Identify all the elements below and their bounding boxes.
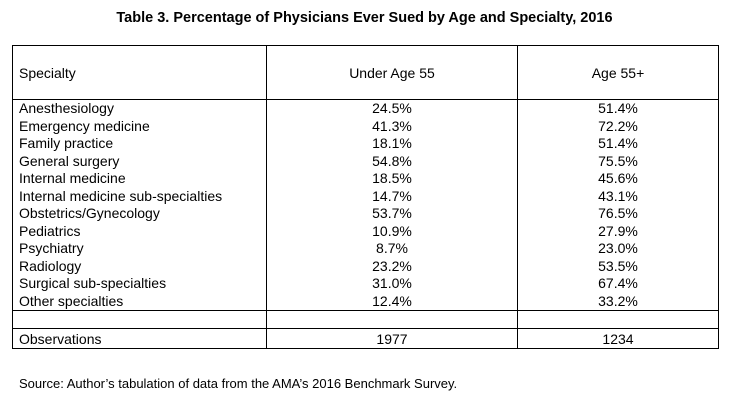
age-55-plus-cell: 76.5% xyxy=(517,205,719,223)
table-row: Psychiatry 8.7% 23.0% xyxy=(12,240,719,258)
under-55-cell: 54.8% xyxy=(266,152,518,170)
table-row: Family practice 18.1% 51.4% xyxy=(12,135,719,153)
under-55-cell: 10.9% xyxy=(266,222,518,240)
age-55-plus-cell: 33.2% xyxy=(517,292,719,311)
age-55-plus-cell: 23.0% xyxy=(517,240,719,258)
data-table: Specialty Under Age 55 Age 55+ Anesthesi… xyxy=(12,45,719,349)
header-row: Specialty Under Age 55 Age 55+ xyxy=(12,45,719,100)
age-55-plus-cell: 51.4% xyxy=(517,135,719,153)
age-55-plus-cell: 72.2% xyxy=(517,117,719,135)
under-55-cell: 41.3% xyxy=(266,117,518,135)
table-row: Anesthesiology 24.5% 51.4% xyxy=(12,99,719,118)
age-55-plus-cell: 75.5% xyxy=(517,152,719,170)
under-55-cell: 23.2% xyxy=(266,257,518,275)
age-55-plus-cell: 43.1% xyxy=(517,187,719,205)
specialty-cell: Family practice xyxy=(12,135,267,153)
table-row: General surgery 54.8% 75.5% xyxy=(12,152,719,170)
specialty-cell: Radiology xyxy=(12,257,267,275)
under-55-cell: 53.7% xyxy=(266,205,518,223)
source-note: Source: Author’s tabulation of data from… xyxy=(19,376,458,391)
table-row: Radiology 23.2% 53.5% xyxy=(12,257,719,275)
observations-label: Observations xyxy=(12,328,267,349)
age-55-plus-cell: 67.4% xyxy=(517,275,719,293)
specialty-cell: Emergency medicine xyxy=(12,117,267,135)
age-55-plus-cell: 51.4% xyxy=(517,99,719,118)
under-55-cell: 18.5% xyxy=(266,170,518,188)
column-header-under-55: Under Age 55 xyxy=(266,45,518,100)
under-55-cell: 31.0% xyxy=(266,275,518,293)
table-row: Internal medicine 18.5% 45.6% xyxy=(12,170,719,188)
age-55-plus-cell: 45.6% xyxy=(517,170,719,188)
under-55-cell: 12.4% xyxy=(266,292,518,311)
observations-under-55: 1977 xyxy=(266,328,518,349)
specialty-cell: Other specialties xyxy=(12,292,267,311)
specialty-cell: General surgery xyxy=(12,152,267,170)
specialty-cell: Internal medicine sub-specialties xyxy=(12,187,267,205)
age-55-plus-cell: 53.5% xyxy=(517,257,719,275)
specialty-cell: Internal medicine xyxy=(12,170,267,188)
table-row: Internal medicine sub-specialties 14.7% 43… xyxy=(12,187,719,205)
table-row: Surgical sub-specialties 31.0% 67.4% xyxy=(12,275,719,293)
under-55-cell: 8.7% xyxy=(266,240,518,258)
table-row: Pediatrics 10.9% 27.9% xyxy=(12,222,719,240)
column-header-specialty: Specialty xyxy=(12,45,267,100)
observations-55-plus: 1234 xyxy=(517,328,719,349)
under-55-cell: 24.5% xyxy=(266,99,518,118)
observations-row: Observations 1977 1234 xyxy=(12,328,719,349)
specialty-cell: Obstetrics/Gynecology xyxy=(12,205,267,223)
specialty-cell: Surgical sub-specialties xyxy=(12,275,267,293)
table-body: Anesthesiology 24.5% 51.4% Emergency medici… xyxy=(12,99,719,311)
under-55-cell: 14.7% xyxy=(266,187,518,205)
under-55-cell: 18.1% xyxy=(266,135,518,153)
column-header-55-plus: Age 55+ xyxy=(517,45,719,100)
spacer-row xyxy=(12,310,719,329)
table-row: Other specialties 12.4% 33.2% xyxy=(12,292,719,311)
specialty-cell: Pediatrics xyxy=(12,222,267,240)
age-55-plus-cell: 27.9% xyxy=(517,222,719,240)
specialty-cell: Anesthesiology xyxy=(12,99,267,118)
table-row: Emergency medicine 41.3% 72.2% xyxy=(12,117,719,135)
table-title: Table 3. Percentage of Physicians Ever S… xyxy=(116,10,613,26)
specialty-cell: Psychiatry xyxy=(12,240,267,258)
table-row: Obstetrics/Gynecology 53.7% 76.5% xyxy=(12,205,719,223)
